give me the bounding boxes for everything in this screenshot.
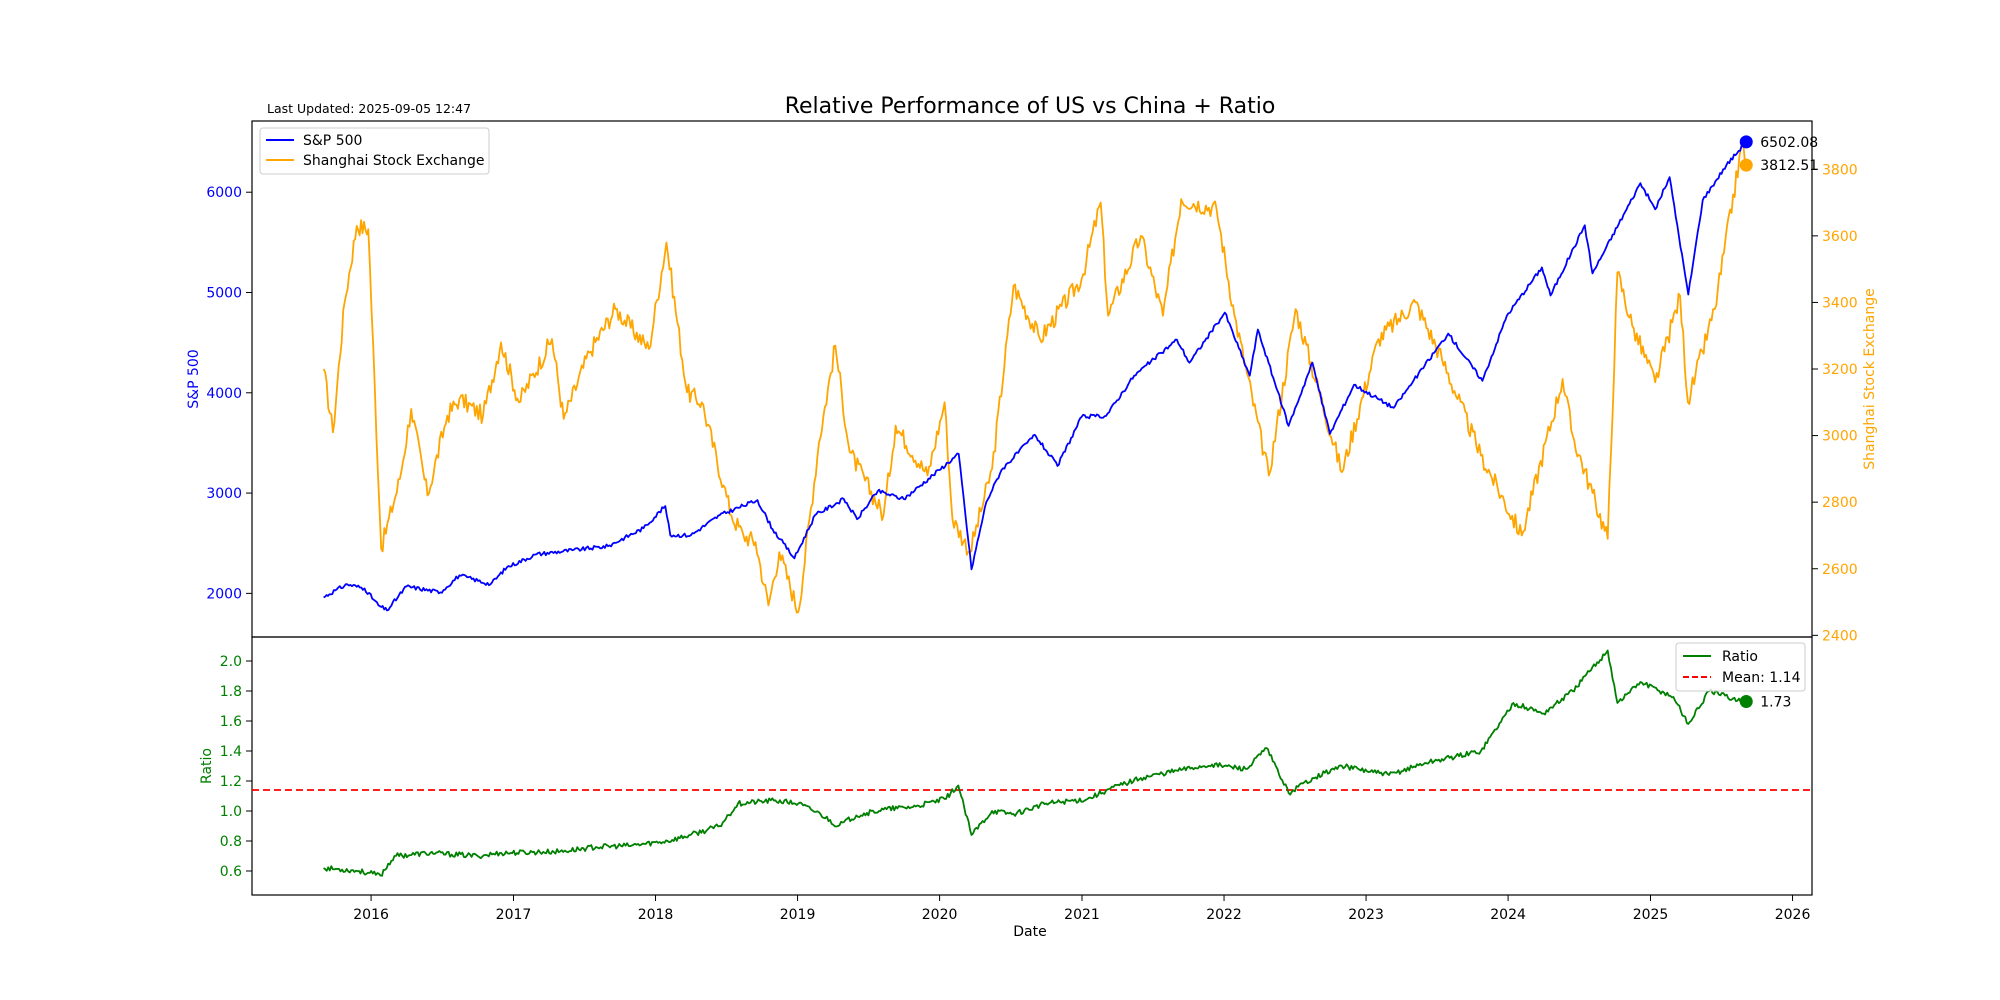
ratio-tick-label: 2.0 — [220, 654, 242, 670]
date-tick-label: 2026 — [1775, 907, 1811, 923]
left-tick-label: 3000 — [206, 486, 242, 502]
right-tick-label: 3400 — [1822, 295, 1858, 311]
left-tick-label: 5000 — [206, 285, 242, 301]
bottom-panel-frame — [251, 636, 1813, 896]
right-tick-label: 2400 — [1822, 628, 1858, 644]
date-tick-label: 2023 — [1348, 907, 1384, 923]
ratio-last-value: 1.73 — [1760, 695, 1791, 711]
right-axis-ticks: 2400 2600 2800 3000 3200 3400 3600 3800 — [1812, 162, 1858, 644]
ratio-tick-label: 0.6 — [220, 864, 242, 880]
legend-shanghai-label: Shanghai Stock Exchange — [303, 153, 485, 169]
top-panel-frame — [251, 120, 1813, 638]
date-axis-ticks: 2016 2017 2018 2019 2020 2021 2022 2023 2024 2025… — [353, 895, 1810, 923]
left-tick-label: 2000 — [206, 586, 242, 602]
shanghai-line — [322, 141, 1748, 614]
date-tick-label: 2021 — [1064, 907, 1100, 923]
ratio-tick-label: 0.8 — [220, 834, 242, 850]
ratio-end-marker: 1.73 — [1739, 695, 1791, 711]
sp500-line — [323, 141, 1747, 612]
date-tick-label: 2019 — [780, 907, 816, 923]
left-axis-ticks: 2000 3000 4000 5000 6000 — [206, 185, 252, 602]
legend-mean-label: Mean: 1.14 — [1722, 670, 1801, 686]
right-tick-label: 3600 — [1822, 229, 1858, 245]
ratio-series-lines — [252, 649, 1812, 877]
right-tick-label: 2600 — [1822, 562, 1858, 578]
top-series-lines — [322, 141, 1748, 614]
top-end-markers: 6502.08 3812.51 — [1739, 135, 1818, 174]
date-tick-label: 2018 — [638, 907, 674, 923]
right-tick-label: 2800 — [1822, 495, 1858, 511]
ratio-end-marker-dot — [1739, 695, 1753, 708]
date-tick-label: 2025 — [1633, 907, 1669, 923]
chart-title: Relative Performance of US vs China + Ra… — [785, 94, 1276, 119]
ratio-axis-ticks: 0.6 0.8 1.0 1.2 1.4 1.6 1.8 2.0 — [220, 654, 252, 880]
top-legend: S&P 500 Shanghai Stock Exchange — [259, 127, 490, 175]
right-tick-label: 3800 — [1822, 162, 1858, 178]
date-axis-label: Date — [1013, 924, 1046, 940]
ratio-line — [323, 649, 1747, 877]
date-tick-label: 2017 — [496, 907, 532, 923]
date-tick-label: 2024 — [1490, 907, 1526, 923]
left-axis-label: S&P 500 — [186, 349, 202, 408]
right-tick-label: 3000 — [1822, 429, 1858, 445]
sp500-end-marker — [1739, 135, 1753, 149]
right-tick-label: 3200 — [1822, 362, 1858, 378]
last-updated-label: Last Updated: 2025-09-05 12:47 — [267, 101, 471, 116]
ratio-tick-label: 1.8 — [220, 684, 242, 700]
ratio-legend: Ratio Mean: 1.14 — [1675, 642, 1806, 692]
shanghai-last-value: 3812.51 — [1760, 158, 1818, 174]
right-axis-label: Shanghai Stock Exchange — [1862, 288, 1878, 470]
ratio-tick-label: 1.6 — [220, 714, 242, 730]
bottom-panel: 0.60.81.01.21.41.61.82.0 2016 2017 2018 201… — [199, 636, 1813, 940]
top-legend-box — [259, 127, 490, 175]
date-tick-label: 2016 — [353, 907, 389, 923]
ratio-axis-label: Ratio — [199, 748, 215, 784]
sp500-last-value: 6502.08 — [1760, 135, 1818, 151]
date-tick-label: 2020 — [922, 907, 958, 923]
date-tick-label: 2022 — [1206, 907, 1242, 923]
left-tick-label: 6000 — [206, 185, 242, 201]
left-tick-label: 4000 — [206, 386, 242, 402]
ratio-tick-label: 1.2 — [220, 774, 242, 790]
ratio-tick-label: 1.0 — [220, 804, 242, 820]
legend-sp500-label: S&P 500 — [303, 133, 362, 149]
ratio-tick-label: 1.4 — [220, 744, 242, 760]
top-panel: 2000 3000 4000 5000 6000 2400 2600 2800 3000 320… — [186, 120, 1878, 644]
shanghai-end-marker — [1739, 158, 1753, 172]
legend-ratio-label: Ratio — [1722, 649, 1758, 665]
